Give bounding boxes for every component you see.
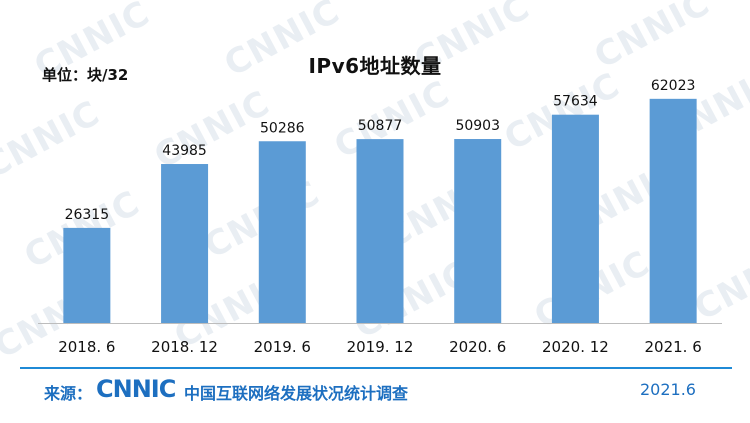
cnnic-logo: CNNIC (96, 375, 177, 403)
cnnic-logo-text: CNNIC (96, 375, 176, 403)
x-tick-label: 2020. 12 (542, 338, 609, 356)
report-date: 2021.6 (640, 380, 696, 399)
report-name: 中国互联网络发展状况统计调查 (184, 384, 409, 403)
data-label: 62023 (651, 78, 696, 94)
data-label: 50877 (358, 118, 403, 134)
unit-label: 单位：块/32 (42, 66, 129, 84)
data-label: 43985 (162, 143, 207, 159)
bar (161, 164, 209, 323)
bar (356, 139, 404, 323)
data-label: 57634 (553, 94, 598, 110)
x-tick-label: 2021. 6 (645, 338, 702, 356)
x-tick-label: 2018. 12 (151, 338, 218, 356)
bar (454, 139, 502, 323)
x-tick-label: 2018. 6 (58, 338, 115, 356)
bar (63, 227, 111, 323)
data-label: 50903 (455, 118, 500, 134)
bar (551, 114, 599, 323)
source-label: 来源： (44, 384, 93, 403)
x-tick-label: 2020. 6 (449, 338, 506, 356)
x-tick-label: 2019. 12 (347, 338, 414, 356)
data-label: 26315 (65, 207, 110, 223)
bar (258, 141, 306, 323)
data-label: 50286 (260, 120, 305, 136)
chart-title: IPv6地址数量 (308, 54, 442, 78)
x-tick-label: 2019. 6 (254, 338, 311, 356)
footer-divider (20, 367, 732, 369)
bar (649, 98, 697, 324)
